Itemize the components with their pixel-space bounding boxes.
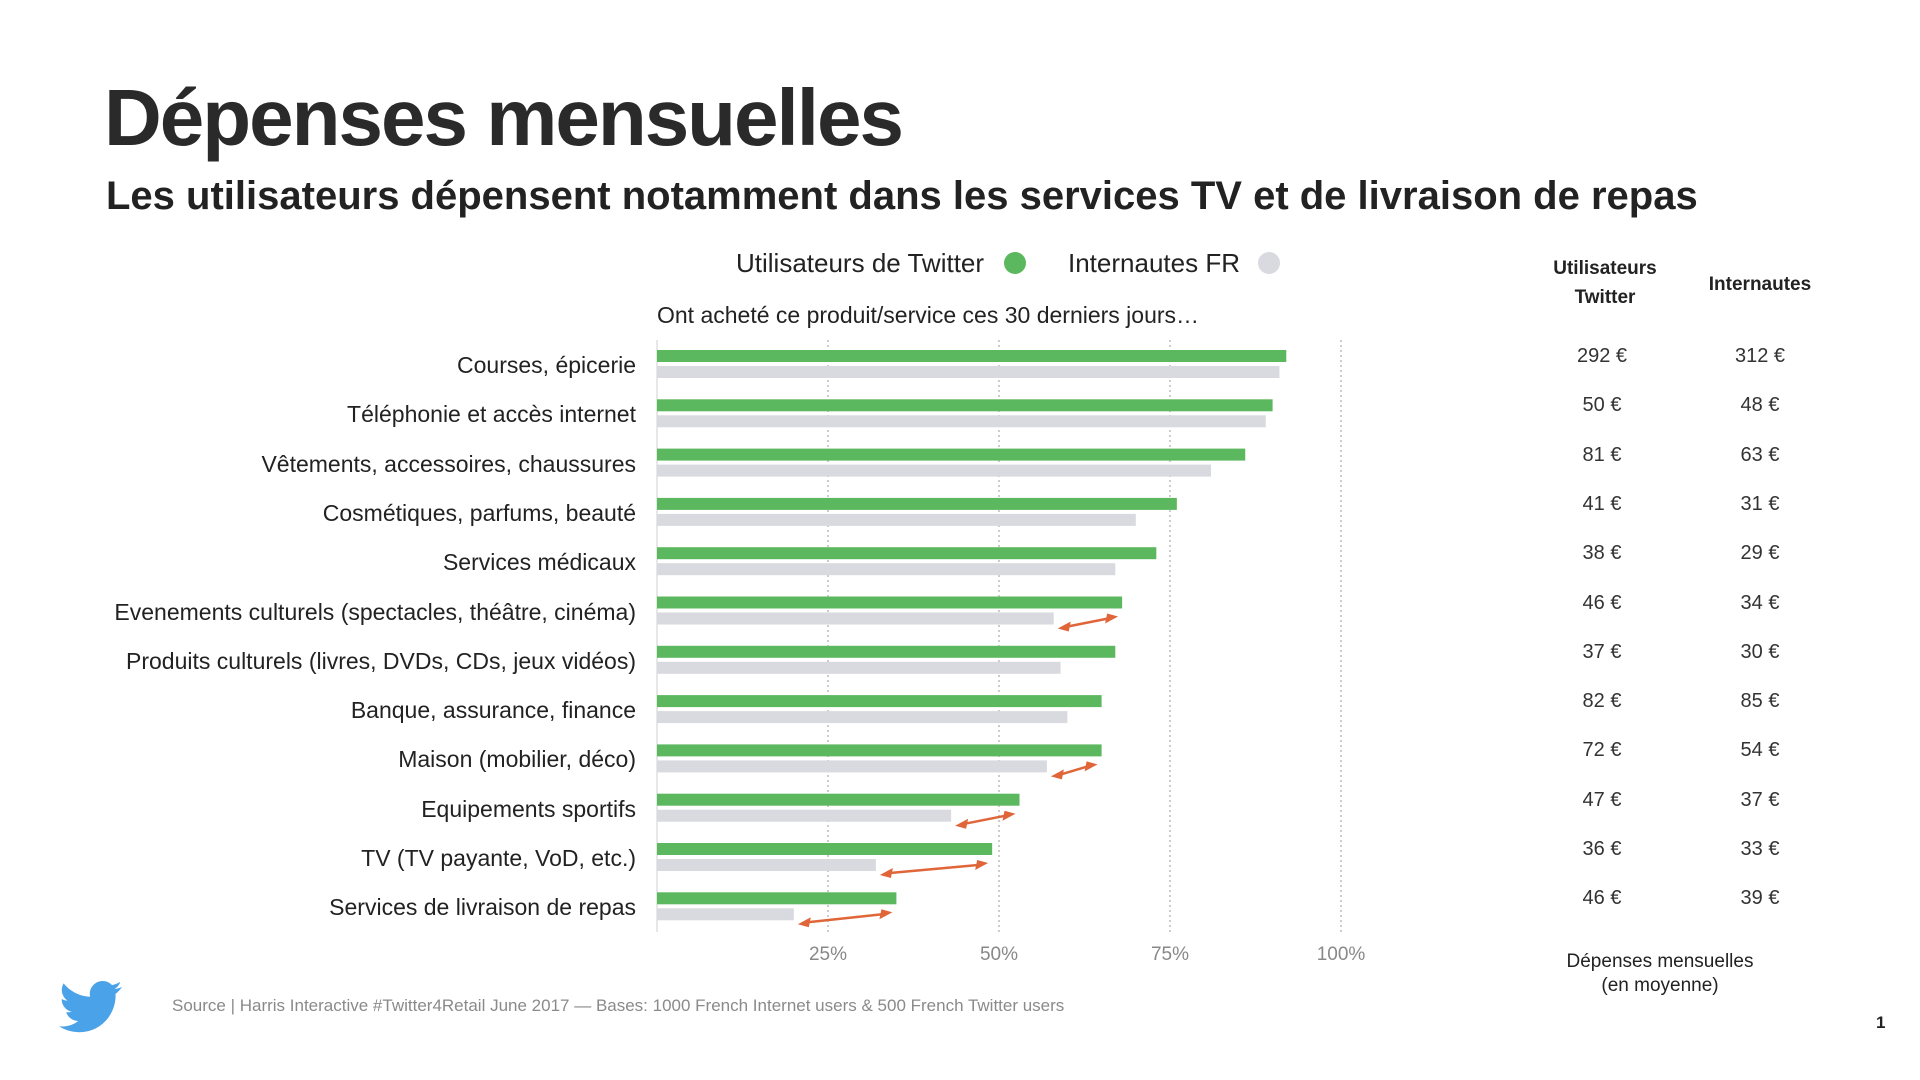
bar-internautes-0 xyxy=(657,366,1280,378)
gap-arrow-line-11 xyxy=(807,913,883,924)
gap-arrow-head-right-9 xyxy=(1002,810,1016,821)
gap-arrow-head-right-5 xyxy=(1105,613,1119,624)
bar-twitter-9 xyxy=(657,793,1020,806)
bar-internautes-3 xyxy=(657,513,1136,526)
spend-internautes-8: 54 € xyxy=(1740,739,1780,762)
column-header-internautes: Internautes xyxy=(1708,274,1812,295)
gap-arrow-head-left-9 xyxy=(955,818,969,829)
category-label-9: Equipements sportifs xyxy=(421,795,636,822)
bar-internautes-10 xyxy=(657,859,876,871)
table-footnote: Dépenses mensuelles (en moyenne) xyxy=(1510,950,1810,998)
bar-twitter-1 xyxy=(657,399,1273,412)
bar-internautes-5 xyxy=(657,612,1054,625)
legend-dot-internautes xyxy=(1258,252,1280,274)
spend-internautes-3: 31 € xyxy=(1740,492,1780,515)
spend-internautes-2: 63 € xyxy=(1740,443,1780,466)
spend-internautes-11: 39 € xyxy=(1740,887,1780,910)
bar-internautes-2 xyxy=(657,464,1212,477)
bar-internautes-9 xyxy=(657,809,952,822)
bar-twitter-5 xyxy=(657,596,1123,609)
category-label-8: Maison (mobilier, déco) xyxy=(398,746,636,773)
spend-internautes-9: 37 € xyxy=(1740,788,1780,811)
spend-internautes-5: 34 € xyxy=(1740,591,1780,614)
category-label-1: Téléphonie et accès internet xyxy=(347,401,636,428)
page-title: Dépenses mensuelles xyxy=(104,73,904,162)
source-note: Source | Harris Interactive #Twitter4Ret… xyxy=(172,996,1065,1015)
category-label-0: Courses, épicerie xyxy=(457,352,636,378)
gap-arrow-head-left-5 xyxy=(1057,621,1071,632)
bar-twitter-2 xyxy=(657,448,1246,461)
x-tick-label-2: 75% xyxy=(1151,944,1189,965)
bar-twitter-6 xyxy=(657,645,1116,658)
spend-twitter-0: 292 € xyxy=(1576,345,1628,367)
bar-twitter-8 xyxy=(657,744,1102,757)
bar-twitter-0 xyxy=(657,350,1287,362)
spend-twitter-6: 37 € xyxy=(1582,640,1622,663)
legend-label-internautes: Internautes FR xyxy=(1068,248,1240,278)
category-label-11: Services de livraison de repas xyxy=(329,894,636,921)
spend-twitter-3: 41 € xyxy=(1582,492,1622,515)
spend-twitter-10: 36 € xyxy=(1582,838,1622,860)
bar-twitter-10 xyxy=(657,843,993,855)
bar-internautes-4 xyxy=(657,563,1116,576)
spend-twitter-2: 81 € xyxy=(1582,443,1622,466)
x-tick-label-1: 50% xyxy=(980,944,1018,965)
category-label-2: Vêtements, accessoires, chaussures xyxy=(261,450,636,477)
gap-arrow-head-right-11 xyxy=(879,909,893,920)
gap-arrow-line-8 xyxy=(1060,765,1088,776)
table-footnote-line2: (en moyenne) xyxy=(1601,975,1719,996)
spend-internautes-1: 48 € xyxy=(1740,394,1780,417)
page-number: 1 xyxy=(1876,1013,1886,1032)
category-label-6: Produits culturels (livres, DVDs, CDs, j… xyxy=(126,647,636,674)
spend-twitter-7: 82 € xyxy=(1582,690,1622,713)
gap-arrow-line-5 xyxy=(1067,617,1109,628)
category-label-3: Cosmétiques, parfums, beauté xyxy=(322,499,636,526)
bar-internautes-1 xyxy=(657,415,1266,428)
column-header-twitter-line2: Twitter xyxy=(1574,287,1636,308)
bar-twitter-11 xyxy=(657,892,897,905)
category-label-7: Banque, assurance, finance xyxy=(350,697,636,724)
category-label-10: TV (TV payante, VoD, etc.) xyxy=(361,845,636,871)
bar-internautes-7 xyxy=(657,711,1068,724)
gap-arrow-line-9 xyxy=(964,814,1006,825)
page-subtitle: Les utilisateurs dépensent notamment dan… xyxy=(106,174,1698,218)
bar-internautes-8 xyxy=(657,760,1047,773)
gap-arrow-head-left-11 xyxy=(797,917,811,928)
x-tick-label-3: 100% xyxy=(1317,944,1366,965)
gap-arrow-line-10 xyxy=(889,863,979,875)
gap-arrow-head-right-10 xyxy=(975,860,989,870)
spend-twitter-11: 46 € xyxy=(1582,887,1622,910)
x-tick-label-0: 25% xyxy=(809,944,847,965)
bar-twitter-4 xyxy=(657,547,1157,560)
gap-arrow-head-left-8 xyxy=(1050,769,1064,780)
spend-internautes-0: 312 € xyxy=(1734,345,1786,367)
chart-question: Ont acheté ce produit/service ces 30 der… xyxy=(657,302,1200,328)
table-footnote-line1: Dépenses mensuelles xyxy=(1566,951,1754,972)
spend-internautes-6: 30 € xyxy=(1740,640,1780,663)
spend-internautes-10: 33 € xyxy=(1740,838,1780,860)
bar-twitter-3 xyxy=(657,497,1177,510)
legend-dot-twitter xyxy=(1004,252,1026,274)
category-label-5: Evenements culturels (spectacles, théâtr… xyxy=(114,598,636,625)
gap-arrow-head-right-8 xyxy=(1084,761,1098,772)
bar-twitter-7 xyxy=(657,695,1102,708)
bar-internautes-6 xyxy=(657,661,1061,674)
column-header-twitter-line1: Utilisateurs xyxy=(1553,258,1657,279)
category-label-4: Services médicaux xyxy=(442,549,636,576)
spend-internautes-7: 85 € xyxy=(1740,690,1780,713)
spend-twitter-4: 38 € xyxy=(1582,542,1622,565)
spend-twitter-5: 46 € xyxy=(1582,591,1622,614)
bar-internautes-11 xyxy=(657,908,794,921)
legend-label-twitter: Utilisateurs de Twitter xyxy=(736,248,985,278)
gap-arrow-head-left-10 xyxy=(879,868,893,878)
spend-twitter-1: 50 € xyxy=(1582,394,1622,417)
twitter-bird-icon xyxy=(59,981,122,1033)
spend-twitter-8: 72 € xyxy=(1582,739,1622,762)
spend-internautes-4: 29 € xyxy=(1740,542,1780,565)
spend-twitter-9: 47 € xyxy=(1582,788,1622,811)
column-header-twitter: Utilisateurs Twitter xyxy=(1530,254,1680,312)
